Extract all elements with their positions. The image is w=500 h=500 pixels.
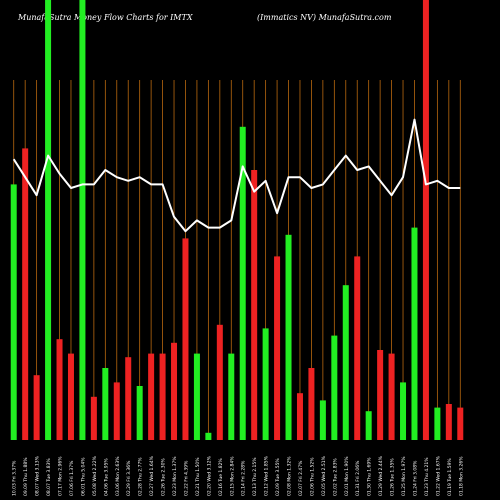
tick-label: 02.05 Wed 2.51% (321, 455, 327, 496)
tick-label: 05.08 Wed 2.22% (92, 455, 98, 496)
tick-label: 07.06 Fri 1.37% (69, 460, 75, 496)
tick-label: 02.09 Tue 3.55% (275, 458, 281, 496)
tick-label: 02.12 Wed 1.85% (264, 455, 270, 496)
bar-down (22, 148, 29, 440)
bar-down (171, 342, 178, 440)
tick-label: 01.30 Thu 1.69% (367, 457, 373, 496)
bar-up (400, 382, 407, 440)
chart-title: MunafaSutra Money Flow Charts for IMTX (18, 13, 193, 22)
bar-up (79, 0, 86, 440)
tick-label: 08.07 Wed 3.13% (35, 455, 41, 496)
tick-label: 02.23 Mon 1.37% (172, 456, 178, 496)
bar-up (331, 335, 338, 440)
tick-label: 02.22 Fri 4.39% (183, 460, 189, 496)
bar-up (285, 234, 292, 440)
bar-down (33, 375, 40, 440)
bar-down (216, 324, 223, 440)
bar-up (228, 353, 235, 440)
tick-label: 02.26 Tue 2.30% (161, 458, 167, 496)
bar-down (148, 353, 155, 440)
tick-label: 02.21 Thu 1.50% (195, 457, 201, 496)
bar-up (434, 407, 441, 440)
tick-label: 10.03 Fri 3.37% (12, 460, 18, 496)
bar-up (319, 400, 326, 440)
bar-down (113, 382, 120, 440)
tick-label: 02.28 Thu 2.77% (138, 457, 144, 496)
chart-subtitle: (Immatics NV) MunafaSutra.com (257, 13, 392, 22)
tick-label: 07.17 Mon 2.96% (58, 456, 64, 496)
tick-label: 04.06 Tue 3.95% (103, 458, 109, 496)
line-layer (12, 118, 461, 233)
bar-up (102, 368, 109, 440)
tick-label: 02.14 Fri 2.28% (241, 460, 247, 496)
tick-label: 01.31 Fri 2.06% (355, 460, 361, 496)
bar-down (354, 256, 361, 440)
bar-down (422, 0, 429, 440)
tick-label: 02.13 Thu 2.15% (252, 457, 258, 496)
tick-label: 03.06 Mon 2.63% (115, 456, 121, 496)
bar-down (377, 350, 384, 440)
bar-up (205, 432, 212, 440)
bars-layer (10, 0, 464, 441)
tick-label: 01.29 Wed 2.44% (378, 455, 384, 496)
tick-label: 06.01 Thu 5.04% (80, 457, 86, 496)
bar-up (239, 126, 246, 441)
bar-down (274, 256, 281, 440)
bar-down (445, 404, 452, 440)
bar-up (411, 227, 418, 440)
bar-down (159, 353, 166, 440)
tick-label: 02.27 Wed 1.64% (149, 455, 155, 496)
tick-label: 08.07 Tue 3.83% (46, 458, 52, 496)
tick-label: 02.29 Fri 3.36% (126, 460, 132, 496)
tick-label: 01.18 Mon 3.26% (458, 456, 464, 496)
tick-label: 01.19 Tue 1.59% (447, 458, 453, 496)
bar-down (296, 393, 303, 440)
bar-down (457, 407, 464, 440)
bar-down (251, 170, 258, 440)
tick-label: 01.25 Mon 1.97% (401, 456, 407, 496)
tick-label: 02.15 Mon 2.84% (229, 456, 235, 496)
tick-label: 09.09 Thu 1.88% (23, 457, 29, 496)
tick-label: 02.20 Wed 3.12% (206, 455, 212, 496)
tick-label: 02.06 Thu 1.52% (309, 457, 315, 496)
bar-up (136, 386, 143, 440)
tick-label: 01.23 Thu 4.21% (424, 457, 430, 496)
tick-label: 02.16 Tue 1.82% (218, 458, 224, 496)
bar-up (342, 285, 349, 440)
bar-down (67, 353, 74, 440)
bar-up (10, 184, 17, 440)
bar-down (125, 357, 132, 440)
tick-label: 01.24 Fri 3.08% (412, 460, 418, 496)
tick-label: 02.02 Tue 2.83% (332, 458, 338, 496)
bar-down (182, 238, 189, 440)
tick-label: 02.07 Fri 2.47% (298, 460, 304, 496)
tick-label: 02.01 Mon 1.90% (344, 456, 350, 496)
tick-label: 01.26 Tue 1.35% (390, 458, 396, 496)
bar-up (262, 328, 269, 440)
tick-label: 02.08 Mon 1.32% (287, 456, 293, 496)
tick-labels: 10.03 Fri 3.37% 09.09 Thu 1.88% 08.07 Wed … (12, 455, 465, 496)
bar-down (388, 353, 395, 440)
bar-down (56, 339, 63, 440)
bar-up (45, 0, 52, 440)
money-flow-line (12, 118, 461, 233)
bar-down (308, 368, 315, 440)
bar-down (90, 396, 97, 440)
tick-label: 01.22 Wed 1.67% (435, 455, 441, 496)
bar-up (365, 411, 372, 440)
bar-up (193, 353, 200, 440)
